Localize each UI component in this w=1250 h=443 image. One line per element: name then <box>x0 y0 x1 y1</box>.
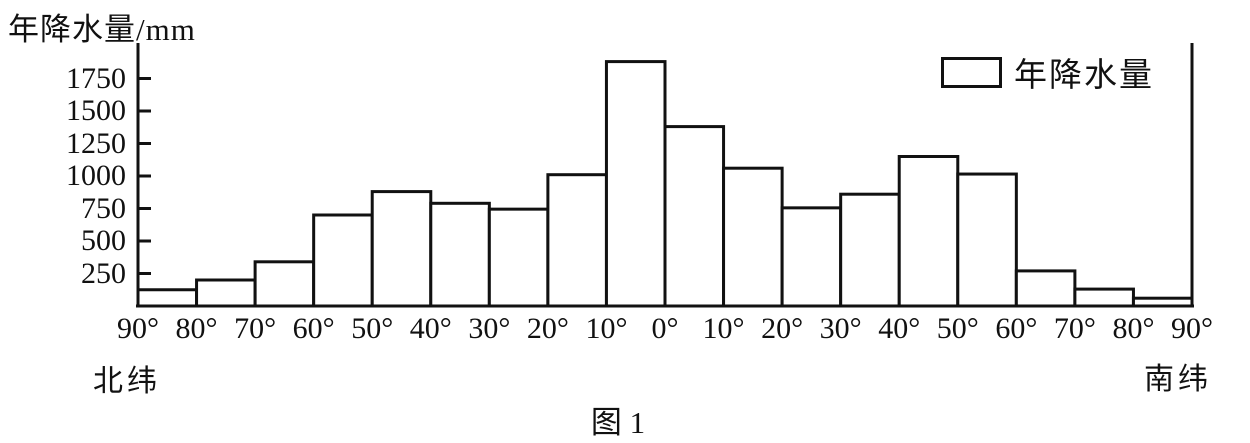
bar-10°-0°N <box>604 60 667 308</box>
bar-60°-50°N <box>312 213 374 308</box>
x-tick-label: 90° <box>117 312 159 345</box>
x-tick-label: 10° <box>702 312 745 345</box>
legend-label: 年降水量 <box>1014 58 1154 94</box>
y-tick-label: 250 <box>81 256 126 290</box>
x-tick-label: 80° <box>1112 312 1155 345</box>
north-latitude-label: 北纬 <box>93 365 161 398</box>
bar-50°-60°S <box>956 172 1018 308</box>
y-tick-label: 750 <box>81 191 126 225</box>
y-tick-label: 1500 <box>66 94 126 127</box>
y-tick-label: 1250 <box>66 126 126 160</box>
x-tick-label: 70° <box>1053 312 1096 345</box>
bar-20°-10°N <box>546 173 608 308</box>
figure-caption: 图 1 <box>590 405 646 440</box>
x-tick-label: 30° <box>468 312 511 345</box>
x-tick-label: 60° <box>292 312 335 345</box>
bar-50°-40°N <box>370 190 433 308</box>
x-tick-label: 30° <box>819 312 862 345</box>
y-tick-label: 500 <box>81 224 126 257</box>
x-tick-label: 50° <box>936 312 979 345</box>
bar-80°-70°N <box>195 278 257 308</box>
y-tick-label: 1000 <box>66 159 126 192</box>
bar-10°-20°S <box>722 166 784 308</box>
x-tick-label: 60° <box>995 312 1038 345</box>
legend-swatch-icon <box>941 56 1002 88</box>
bar-30°-20°N <box>487 207 550 308</box>
x-tick-label: 80° <box>175 312 218 345</box>
legend: 年降水量 <box>941 48 1154 96</box>
bar-90°-80°N <box>136 288 199 308</box>
bar-20°-30°S <box>780 206 843 308</box>
x-tick-label: 50° <box>351 312 394 345</box>
bar-60°-70°S <box>1014 269 1077 308</box>
bar-0°-10°S <box>663 125 726 308</box>
x-tick-label: 40° <box>878 312 921 345</box>
x-tick-label: 40° <box>409 312 452 345</box>
x-tick-label: 70° <box>234 312 277 345</box>
bar-70°-80°S <box>1073 287 1135 308</box>
x-tick-label: 20° <box>761 312 804 345</box>
bar-70°-60°N <box>253 260 316 308</box>
y-tick-label: 1750 <box>66 61 126 95</box>
y-axis-title: 年降水量/mm <box>8 12 196 47</box>
x-tick-label: 90° <box>1171 312 1213 345</box>
x-tick-label: 10° <box>585 312 628 345</box>
x-tick-label: 20° <box>526 312 569 345</box>
x-tick-label: 0° <box>651 312 679 345</box>
bar-30°-40°S <box>839 192 901 308</box>
bar-40°-30°N <box>429 201 491 308</box>
bar-40°-50°S <box>897 155 960 308</box>
south-latitude-label: 南纬 <box>1144 363 1212 396</box>
